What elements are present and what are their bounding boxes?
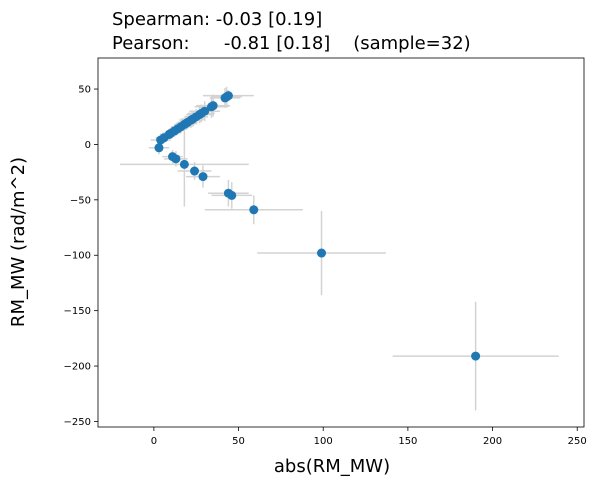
- point-layer: [154, 91, 481, 361]
- x-tick-label: 50: [232, 436, 245, 447]
- data-point: [179, 159, 189, 169]
- y-tick-label: 0: [85, 140, 91, 151]
- data-point: [190, 166, 200, 176]
- y-tick-label: −250: [64, 417, 91, 428]
- data-point: [223, 188, 233, 198]
- data-point: [186, 115, 196, 125]
- x-tick-label: 0: [151, 436, 157, 447]
- y-tick-label: −50: [70, 195, 91, 206]
- data-point: [317, 248, 327, 258]
- data-point: [168, 152, 178, 162]
- data-point: [471, 351, 481, 361]
- y-tick-label: −100: [64, 251, 91, 262]
- data-point: [249, 205, 259, 215]
- x-tick-label: 250: [568, 436, 587, 447]
- y-tick-label: −200: [64, 362, 91, 373]
- data-point: [200, 106, 210, 116]
- data-point: [223, 91, 233, 101]
- chart-title-line2: Pearson: -0.81 [0.18] (sample=32): [112, 33, 471, 54]
- x-tick-label: 200: [483, 436, 502, 447]
- errorbar-layer: [120, 86, 559, 411]
- x-axis-title: abs(RM_MW): [274, 456, 390, 477]
- x-tick-label: 150: [398, 436, 417, 447]
- y-axis-title: RM_MW (rad/m^2): [8, 157, 29, 327]
- y-tick-label: 50: [78, 85, 91, 96]
- x-tick-label: 100: [314, 436, 333, 447]
- data-point: [198, 172, 208, 182]
- plot-frame: [97, 57, 585, 428]
- data-point: [154, 143, 164, 153]
- data-point: [208, 101, 218, 111]
- y-tick-layer: 50 0 −50 −100 −150 −200 −250: [64, 85, 98, 428]
- x-tick-layer: 0 50 100 150 200 250: [151, 427, 587, 447]
- y-tick-label: −150: [64, 306, 91, 317]
- chart-title-line1: Spearman: -0.03 [0.19]: [112, 9, 322, 30]
